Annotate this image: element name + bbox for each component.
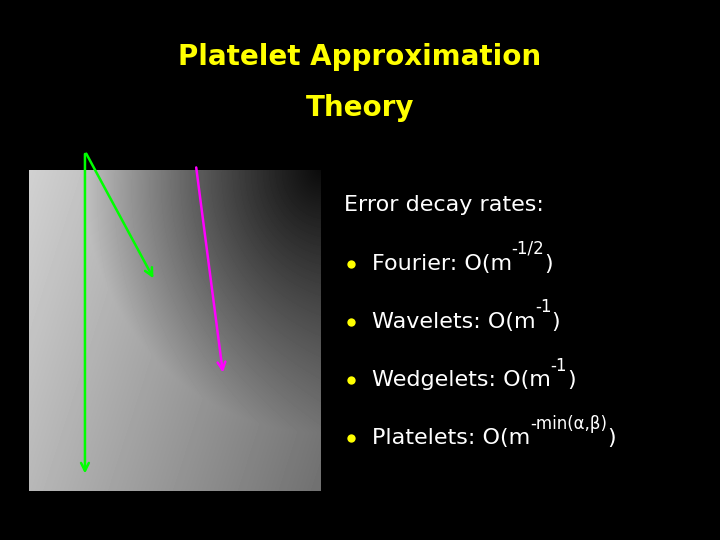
Text: ): ) bbox=[607, 428, 616, 449]
Text: Platelet Approximation: Platelet Approximation bbox=[179, 43, 541, 71]
Text: ): ) bbox=[567, 370, 575, 390]
Text: Platelets: O(m: Platelets: O(m bbox=[372, 428, 530, 449]
Text: -1: -1 bbox=[550, 356, 567, 375]
Text: -1/2: -1/2 bbox=[512, 240, 544, 258]
Text: -1: -1 bbox=[535, 298, 552, 316]
Text: Wavelets: O(m: Wavelets: O(m bbox=[372, 312, 535, 332]
Text: Wedgelets: O(m: Wedgelets: O(m bbox=[372, 370, 550, 390]
Text: -min(α,β): -min(α,β) bbox=[530, 415, 607, 433]
Text: ): ) bbox=[544, 253, 553, 274]
Text: ): ) bbox=[552, 312, 560, 332]
Text: Theory: Theory bbox=[306, 94, 414, 122]
Text: Fourier: O(m: Fourier: O(m bbox=[372, 253, 512, 274]
Text: Error decay rates:: Error decay rates: bbox=[344, 195, 544, 215]
